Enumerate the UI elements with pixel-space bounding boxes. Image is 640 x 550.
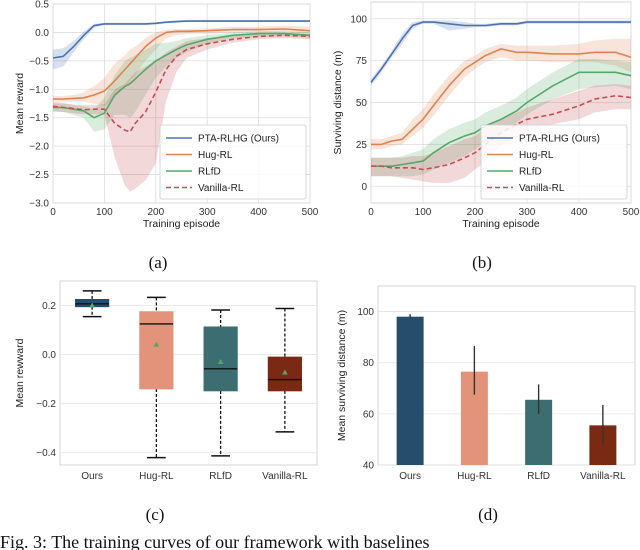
y-tick-label: 100 [357, 307, 374, 318]
y-tick-label: 0.0 [42, 350, 56, 361]
box-hug-rl [139, 296, 174, 459]
confidence-band-rlfd [53, 31, 310, 132]
figure-caption: Fig. 3: The training curves of our frame… [0, 532, 430, 550]
x-tick-label: 300 [199, 207, 216, 218]
confidence-band-hug-rl [371, 38, 631, 150]
legend-entry: RLfD [198, 167, 221, 178]
y-axis-label: Mean surviving distance (m) [336, 310, 348, 441]
mean-marker [89, 302, 95, 308]
x-tick-label: Ours [399, 471, 421, 482]
y-axis-label: Mean rewward [14, 338, 26, 407]
y-tick-label: 40 [363, 461, 375, 472]
y-tick-label: −0.5 [29, 56, 49, 67]
y-tick-label: −0.2 [36, 399, 56, 410]
x-tick-label: Ours [81, 471, 103, 482]
x-tick-label: 400 [250, 207, 267, 218]
subplot-label-a: (a) [149, 253, 168, 272]
box-vanilla-rl [267, 307, 302, 433]
confidence-band-rlfd [371, 58, 631, 177]
x-tick-label: 100 [415, 207, 432, 218]
y-tick-label: 75 [356, 56, 368, 67]
series-line-rlfd [371, 71, 632, 167]
x-tick-label: RLfD [527, 471, 550, 482]
y-tick-label: 0.5 [35, 0, 49, 11]
x-tick-label: 200 [147, 207, 164, 218]
x-tick-label: 300 [519, 207, 536, 218]
legend-entry: Hug-RL [198, 150, 233, 161]
subplot-b-surviving-distance-curves: 0 25 50 75 100 0 100 200 300 400 500 Training episo… [332, 1, 640, 230]
bar-ours [396, 316, 424, 465]
legend-entry: RLfD [519, 167, 542, 178]
legend-box [480, 124, 628, 200]
subplot-label-d: (d) [478, 505, 498, 524]
y-tick-label: 50 [356, 98, 368, 109]
y-tick-label: 60 [363, 409, 375, 420]
legend: PTA-RLHG (Ours) Hug-RL RLfD Vanilla-RL [159, 124, 307, 200]
y-tick-label: 80 [363, 358, 375, 369]
confidence-band-hug-rl [53, 25, 310, 107]
mean-marker [282, 369, 288, 375]
x-axis-label: Training episode [143, 218, 220, 230]
series-line-hug-rl [371, 48, 632, 146]
y-tick-label: −0.4 [36, 448, 56, 459]
legend-entry: Vanilla-RL [198, 183, 244, 194]
legend-box [159, 124, 307, 200]
x-tick-label: Vanilla-RL [262, 471, 308, 482]
iqr-box [203, 326, 238, 392]
y-axis-label: Surviving distance (m) [332, 51, 344, 155]
x-tick-label: Hug-RL [457, 471, 492, 482]
y-tick-label: −2.5 [29, 170, 49, 181]
x-axis-label: Training episode [462, 218, 539, 230]
legend-entry: PTA-RLHG (Ours) [519, 134, 600, 145]
y-tick-label: 0.0 [35, 28, 49, 39]
subplot-label-c: (c) [146, 505, 165, 524]
x-tick-label: 100 [96, 207, 113, 218]
legend-entry: PTA-RLHG (Ours) [198, 134, 279, 145]
x-tick-label: 0 [50, 207, 56, 218]
subplot-c-mean-reward-boxplot: −0.4 −0.2 0.0 0.2 Ours Hug-RL RLfD Vanilla-RL Me… [14, 280, 318, 482]
confidence-band-vanilla-rl [53, 33, 310, 192]
x-tick-label: 200 [467, 207, 484, 218]
y-tick-label: 25 [356, 140, 368, 151]
x-tick-label: 0 [368, 207, 374, 218]
series-line-vanilla-rl [52, 34, 311, 133]
y-tick-label: 100 [350, 14, 367, 25]
series-line-pta-rlhg-ours- [52, 20, 310, 59]
y-tick-label: 0 [361, 182, 367, 193]
y-tick-label: −3.0 [29, 199, 49, 210]
x-tick-label: 500 [302, 207, 319, 218]
subplot-label-b: (b) [472, 253, 492, 272]
x-tick-label: 400 [571, 207, 588, 218]
series-line-rlfd [53, 32, 311, 119]
x-tick-label: Vanilla-RL [580, 471, 626, 482]
series-line-vanilla-rl [371, 95, 632, 171]
y-tick-label: −1.5 [29, 113, 49, 124]
x-tick-label: 500 [623, 207, 640, 218]
box-ours [75, 290, 110, 318]
legend-entry: Vanilla-RL [519, 183, 565, 194]
y-tick-label: −1.0 [29, 85, 49, 96]
mean-marker [153, 341, 160, 347]
legend-entry: Hug-RL [519, 150, 554, 161]
series-line-pta-rlhg-ours- [370, 21, 631, 83]
mean-marker [217, 358, 224, 364]
y-tick-label: −2.0 [29, 142, 49, 153]
y-tick-label: 0.2 [42, 301, 56, 312]
y-axis-label: Mean reward [14, 73, 26, 134]
subplot-d-mean-surviving-distance-bars: 40 60 80 100 Ours Hug-RL RLfD Vanilla-RL Mean su… [336, 285, 636, 482]
legend: PTA-RLHG (Ours) Hug-RL RLfD Vanilla-RL [480, 124, 628, 200]
x-tick-label: Hug-RL [139, 471, 174, 482]
series-line-hug-rl [53, 28, 311, 100]
box-rlfd [203, 309, 238, 457]
x-tick-label: RLfD [209, 471, 232, 482]
subplot-a-mean-reward-curves: −3.0 −2.5 −2.0 −1.5 −1.0 −0.5 0.0 0.5 0 100 200 300… [14, 0, 319, 230]
